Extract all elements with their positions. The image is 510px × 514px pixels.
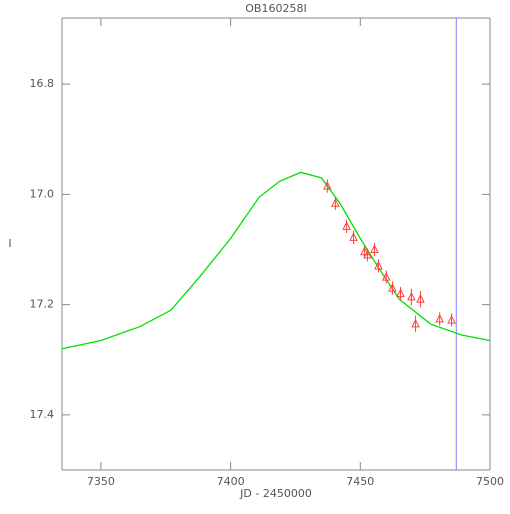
x-tick-label: 7400 — [217, 475, 245, 488]
data-point — [342, 221, 351, 230]
y-tick-label: 17.2 — [30, 298, 55, 311]
data-point — [349, 232, 358, 241]
plot-frame — [61, 17, 491, 471]
data-point — [374, 260, 383, 270]
data-point — [331, 198, 340, 207]
y-axis-label: I — [8, 237, 11, 250]
model-curve — [61, 171, 491, 350]
data-point — [363, 249, 372, 259]
x-axis-label: JD - 2450000 — [239, 487, 312, 500]
data-point — [447, 314, 456, 324]
data-point — [407, 291, 416, 301]
data-point — [360, 246, 369, 256]
x-tick-label: 7350 — [87, 475, 115, 488]
chart-title: OB160258I — [245, 2, 306, 15]
x-tick-label: 7500 — [476, 475, 504, 488]
y-tick-label: 17.4 — [30, 408, 55, 421]
x-tick-label: 7450 — [346, 475, 374, 488]
data-point — [370, 244, 379, 254]
data-point — [416, 294, 425, 303]
data-point — [323, 181, 332, 190]
data-point — [435, 313, 444, 323]
y-tick-label: 17.0 — [30, 187, 55, 200]
y-tick-label: 16.8 — [30, 77, 55, 90]
data-point — [411, 318, 420, 328]
data-point — [396, 288, 405, 298]
data-point — [381, 271, 391, 281]
data-point — [388, 282, 397, 292]
